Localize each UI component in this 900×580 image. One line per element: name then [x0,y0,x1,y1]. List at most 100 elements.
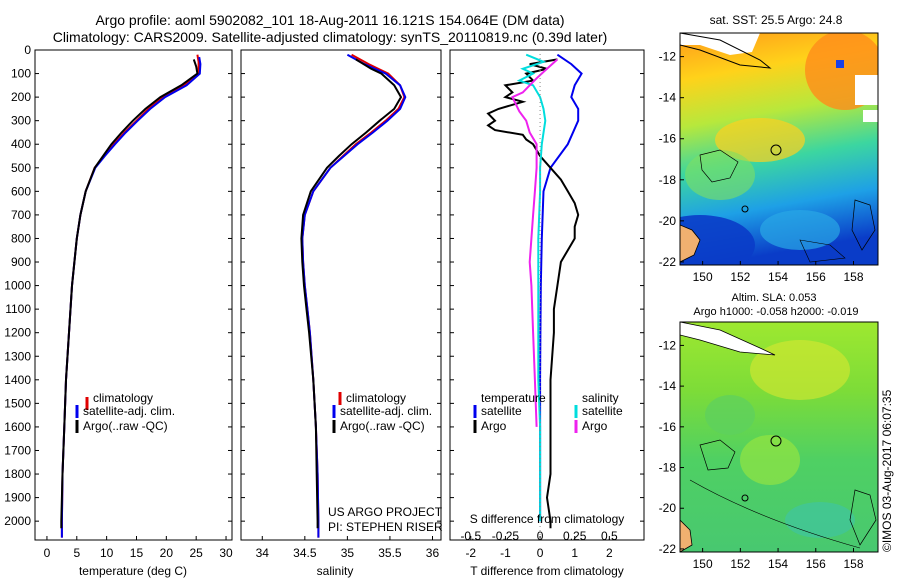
temperature-xlabel: temperature (deg C) [79,564,187,578]
series-temperature-satellite [539,53,583,522]
temperature-legend: climatology satellite-adj. clim. Argo(..… [75,391,175,433]
sst-map: sat. SST: 25.5 Argo: 24.8 150 152 154 156 15… [659,13,879,284]
salinity-xlabel: salinity [317,564,354,578]
y-tick-label: 1000 [4,279,31,293]
y-tick-label: 1800 [4,467,31,481]
x-tick-label: -2 [465,546,476,560]
x-tick-label: 34 [256,546,270,560]
legend-label-satellite: satellite-adj. clim. [340,404,432,418]
lat-tick-label: -16 [659,420,677,434]
series-salinity-satellite [516,53,547,522]
s-diff-label: S difference from climatology [470,512,625,526]
lon-tick-label: 156 [806,270,826,284]
legend-label-argo: Argo(..raw -QC) [340,419,425,433]
temperature-panel: 0100200300400500600700800900100011001200… [4,43,233,578]
sst-frame [679,32,879,266]
x-tick-label: 36 [426,546,440,560]
s-diff-tick-label: 0 [537,529,544,543]
series-argo-raw-qc- [60,59,199,529]
lat-tick-label: -22 [659,255,677,269]
salinity-legend: climatology satellite-adj. clim. Argo(..… [332,391,432,433]
x-tick-label: 35.5 [378,546,402,560]
y-tick-label: 400 [11,137,31,151]
sla-map: Altim. SLA: 0.053 Argo h1000: -0.058 h20… [659,292,879,571]
y-tick-label: 1500 [4,396,31,410]
x-tick-label: 34.5 [293,546,317,560]
lat-tick-label: -20 [659,214,677,228]
y-tick-label: 600 [11,184,31,198]
legend-label-argo: Argo(..raw -QC) [83,419,168,433]
y-tick-label: 1700 [4,443,31,457]
y-tick-label: 800 [11,231,31,245]
difference-panel: -2 -1 0 1 2 S difference from climatology -0… [449,49,645,578]
series-argo-raw-qc- [300,58,403,529]
y-tick-label: 1400 [4,373,31,387]
lat-tick-label: -12 [659,50,677,64]
y-tick-label: 200 [11,90,31,104]
difference-legend: temperature salinity satellite Argo sate… [473,391,623,433]
x-tick-label: 1 [571,546,578,560]
timestamp-stamp: ©IMOS 03-Aug-2017 06:07:35 [880,389,894,552]
legend-s-argo: Argo [582,419,608,433]
salinity-panel: 34 34.5 35 35.5 36 salinity climatology sate… [240,49,443,578]
y-tick-label: 900 [11,255,31,269]
series-temperature-argo [486,58,580,529]
y-tick-label: 300 [11,114,31,128]
lon-tick-label: 152 [730,270,750,284]
legend-label-satellite: satellite-adj. clim. [83,404,175,418]
lat-tick-label: -12 [659,338,677,352]
chart-subtitle: Climatology: CARS2009. Satellite-adjuste… [52,29,608,45]
x-tick-label: 0 [44,546,51,560]
lon-tick-label: 150 [693,270,713,284]
chart-title: Argo profile: aoml 5902082_101 18-Aug-20… [95,12,565,28]
y-tick-label: 1300 [4,349,31,363]
y-tick-label: 1900 [4,491,31,505]
y-tick-label: 2000 [4,514,31,528]
x-tick-label: 5 [73,546,80,560]
x-tick-label: 25 [190,546,204,560]
x-tick-label: 30 [219,546,233,560]
legend-salinity: salinity [582,391,619,405]
sla-frame [679,321,879,553]
lon-tick-label: 158 [843,270,863,284]
lon-tick-label: 152 [730,557,750,571]
lat-tick-label: -22 [659,542,677,556]
sla-title-2: Argo h1000: -0.058 h2000: -0.019 [693,306,858,318]
argo-float-marker [770,144,782,156]
y-tick-label: 1100 [5,302,31,316]
lat-tick-label: -18 [659,461,677,475]
x-tick-label: 2 [606,546,613,560]
lon-tick-label: 156 [806,557,826,571]
x-tick-label: -1 [500,546,511,560]
lon-tick-label: 158 [843,557,863,571]
s-diff-tick-label: -0.5 [460,529,481,543]
lon-tick-label: 150 [693,557,713,571]
credit-pi: PI: STEPHEN RISER [328,520,443,534]
x-tick-label: 15 [130,546,144,560]
sst-map-title: sat. SST: 25.5 Argo: 24.8 [710,13,843,27]
lat-tick-label: -14 [659,91,677,105]
lat-tick-label: -18 [659,173,677,187]
series-satellite-adj-clim- [60,56,202,538]
credit-project: US ARGO PROJECT [328,505,443,519]
legend-label-climatology: climatology [93,391,153,405]
series-salinity-argo [511,58,559,427]
legend-temperature: temperature [481,391,546,405]
s-diff-tick-label: 0.5 [601,529,618,543]
legend-t-satellite: satellite [481,404,522,418]
legend-label-climatology: climatology [346,391,406,405]
y-tick-label: 1200 [4,326,31,340]
t-diff-label: T difference from climatology [470,564,624,578]
difference-frame [449,49,645,541]
lon-tick-label: 154 [768,557,788,571]
series-satellite-adj-clim- [301,53,407,538]
argo-float-marker-sla [770,435,782,447]
y-tick-label: 700 [11,208,31,222]
x-tick-label: 35 [341,546,355,560]
lon-tick-label: 154 [768,270,788,284]
lat-tick-label: -16 [659,132,677,146]
legend-t-argo: Argo [481,419,507,433]
x-tick-label: 20 [160,546,174,560]
legend-s-satellite: satellite [582,404,623,418]
sla-title-1: Altim. SLA: 0.053 [732,292,817,304]
